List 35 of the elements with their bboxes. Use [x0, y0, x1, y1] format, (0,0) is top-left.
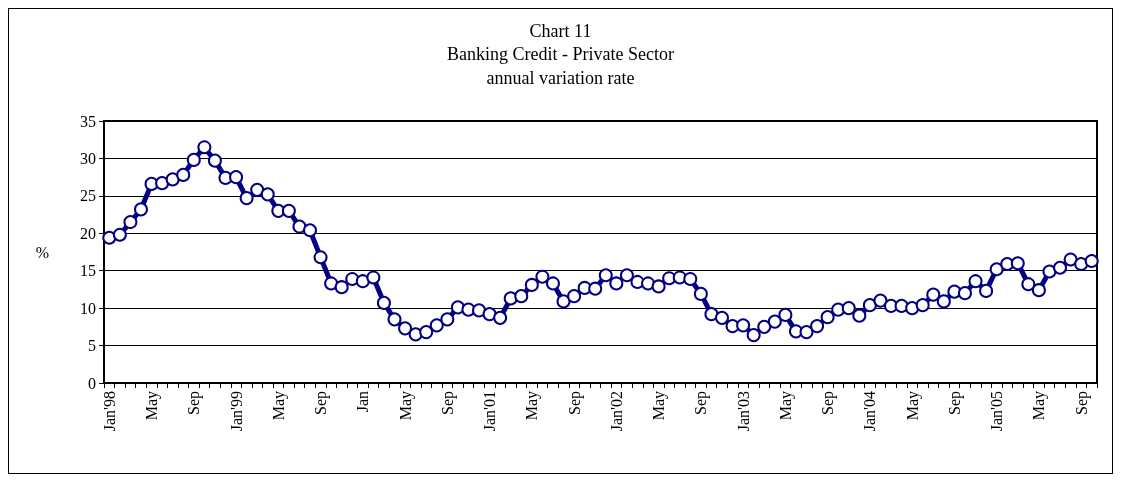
y-tick-label: 25	[80, 187, 96, 205]
y-tick-label: 0	[88, 374, 96, 392]
x-tick-label: Sep	[565, 391, 584, 415]
chart-subtitle: Banking Credit - Private Sector annual variation rate	[447, 44, 674, 88]
y-tick-label: 35	[80, 112, 96, 130]
x-tick-label: May	[396, 391, 415, 421]
x-tick-label: Jan'05	[988, 391, 1006, 432]
x-tick-label: May	[269, 391, 288, 421]
y-tick-label: 20	[80, 224, 96, 242]
x-tick-label: May	[903, 391, 922, 421]
x-tick-label: May	[523, 391, 542, 421]
x-tick-label: Jan'03	[734, 391, 752, 432]
x-tick-label: Sep	[945, 391, 964, 415]
x-tick-label: May	[143, 391, 162, 421]
y-tick-label: 5	[88, 337, 96, 355]
x-tick-label: Sep	[819, 391, 838, 415]
y-axis-title: %	[35, 243, 49, 261]
y-tick-label: 30	[80, 149, 96, 167]
x-tick-label: Sep	[438, 391, 457, 415]
x-tick-label: Jan'04	[861, 391, 879, 432]
y-tick-label: 15	[80, 262, 96, 280]
x-tick-label: May	[1030, 391, 1049, 421]
x-tick-label: May	[650, 391, 669, 421]
x-tick-label: Sep	[185, 391, 204, 415]
x-tick-label: Jan'98	[100, 391, 118, 432]
y-tick-label: 10	[80, 299, 96, 317]
x-tick-label: Jan'02	[607, 391, 625, 432]
x-tick-label: Jan'01	[481, 391, 499, 432]
x-tick-label: Jan'99	[227, 391, 245, 432]
x-tick-label: Sep	[1072, 391, 1091, 415]
x-tick-label: Jan	[354, 391, 372, 413]
x-tick-label: Sep	[312, 391, 331, 415]
x-tick-label: Sep	[692, 391, 711, 415]
chart-title: Chart 11	[529, 21, 592, 41]
x-tick-label: May	[776, 391, 795, 421]
